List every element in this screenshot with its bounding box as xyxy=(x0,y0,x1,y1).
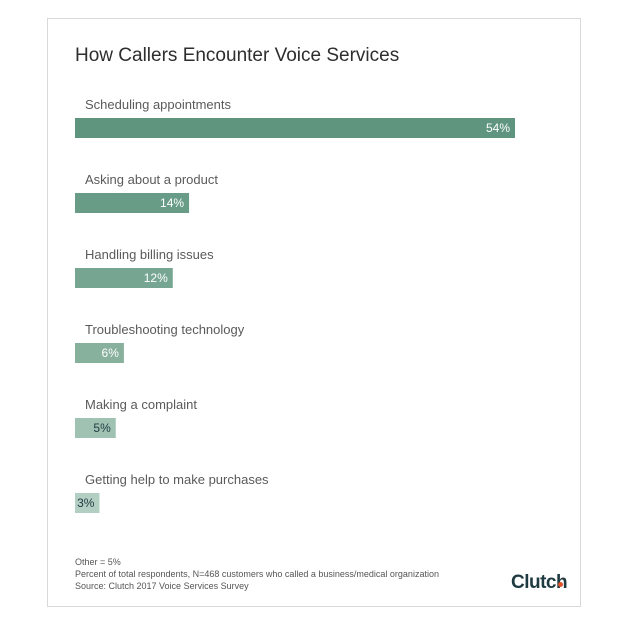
bar xyxy=(75,343,124,363)
category-label: Asking about a product xyxy=(85,172,218,187)
bar xyxy=(75,418,116,438)
clutch-logo: Clutch xyxy=(511,572,568,593)
category-label: Troubleshooting technology xyxy=(85,322,245,337)
value-label: 14% xyxy=(160,196,184,210)
chart-card xyxy=(47,18,581,607)
chart-title: How Callers Encounter Voice Services xyxy=(75,45,400,66)
category-label: Scheduling appointments xyxy=(85,97,231,112)
bar xyxy=(75,118,515,138)
footer-source: Source: Clutch 2017 Voice Services Surve… xyxy=(75,581,249,591)
category-label: Handling billing issues xyxy=(85,247,214,262)
bar xyxy=(75,193,190,213)
footer-note: Percent of total respondents, N=468 cust… xyxy=(75,569,439,579)
value-label: 3% xyxy=(77,496,95,510)
value-label: 6% xyxy=(102,346,120,360)
chart-footer: Other = 5% Percent of total respondents,… xyxy=(75,556,439,592)
value-label: 5% xyxy=(93,421,111,435)
logo-dot xyxy=(558,582,563,587)
category-label: Making a complaint xyxy=(85,397,197,412)
bar xyxy=(75,493,100,513)
value-label: 54% xyxy=(486,121,510,135)
value-label: 12% xyxy=(144,271,168,285)
category-label: Getting help to make purchases xyxy=(85,472,269,487)
bar xyxy=(75,268,173,288)
footer-other: Other = 5% xyxy=(75,557,121,567)
